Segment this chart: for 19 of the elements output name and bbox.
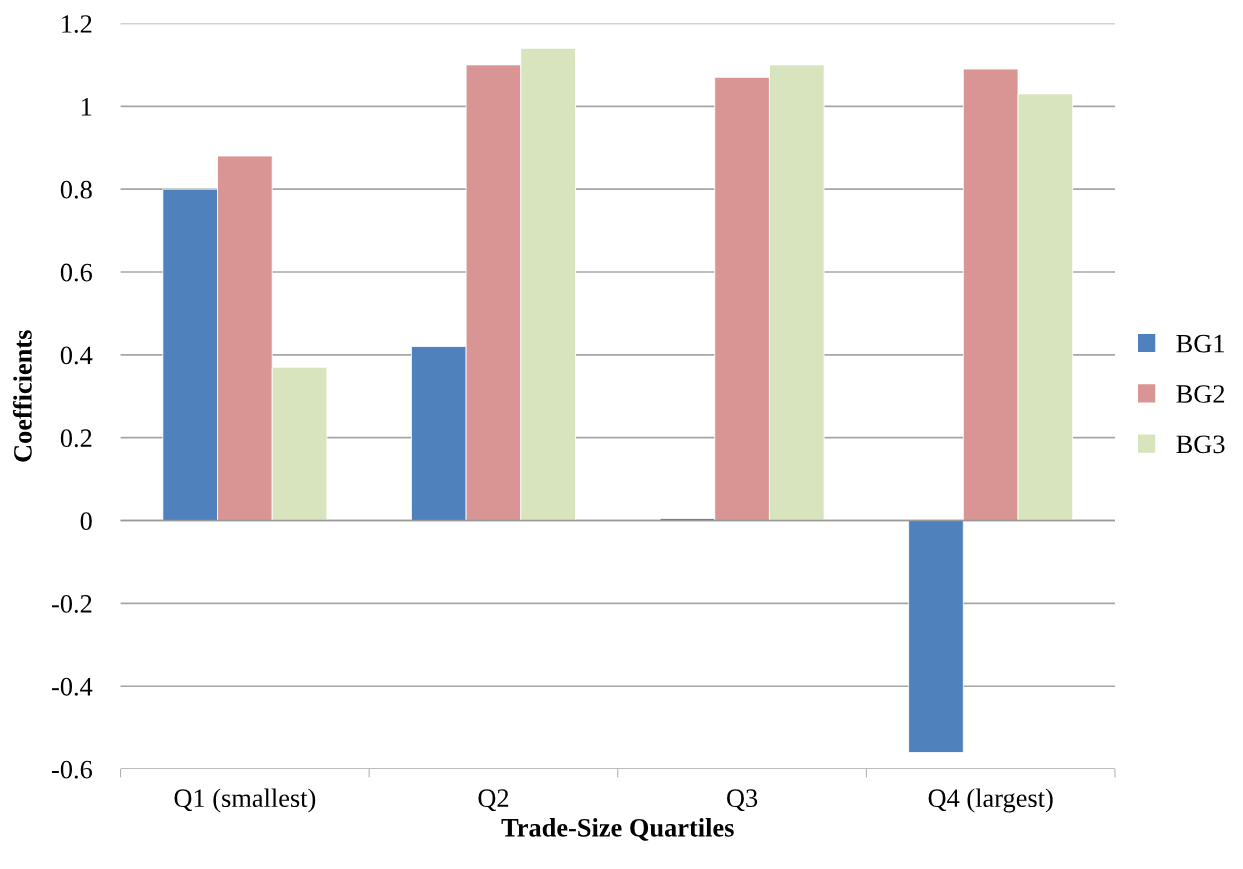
x-tick-label: Q3: [727, 789, 758, 812]
y-tick-label: 0.8: [60, 180, 92, 199]
x-tick-label: Q2: [478, 789, 509, 812]
y-tick-label: -0.6: [52, 760, 93, 779]
x-axis-title: Trade-Size Quartiles: [501, 818, 734, 841]
y-axis-title: Coefficients: [12, 330, 32, 462]
y-tick-label: 0.4: [60, 346, 93, 365]
x-tick-label: Q4 (largest): [928, 788, 1053, 813]
y-tick-label: -0.2: [52, 594, 92, 613]
y-tick-label: -0.4: [52, 677, 93, 696]
y-tick-label: 1.2: [62, 15, 92, 33]
y-tick-label: 0.2: [60, 429, 92, 448]
legend-label: BG2: [1176, 385, 1225, 403]
y-tick-label: 0.6: [60, 263, 93, 282]
legend-label: BG1: [1176, 334, 1224, 353]
y-tick-label: 0: [80, 512, 92, 530]
legend-label: BG3: [1176, 435, 1225, 454]
x-tick-label: Q1 (smallest): [174, 788, 316, 813]
y-tick-label: 1: [81, 98, 92, 116]
